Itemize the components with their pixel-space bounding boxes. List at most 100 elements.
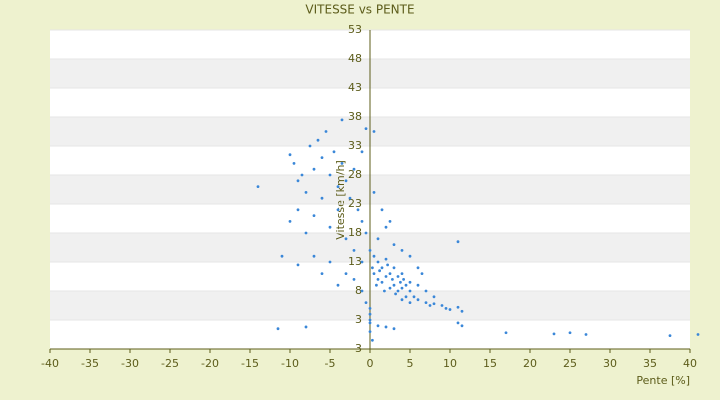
point <box>372 191 376 194</box>
point <box>304 231 308 235</box>
point <box>380 280 384 284</box>
point <box>456 240 460 244</box>
y-tick-label: 3 <box>355 313 362 326</box>
point <box>432 302 436 306</box>
point <box>336 185 340 189</box>
point <box>372 272 376 275</box>
point <box>404 295 408 299</box>
point <box>440 304 444 307</box>
point <box>368 321 372 325</box>
point <box>400 249 404 252</box>
point <box>399 280 402 284</box>
y-tick-label: 33 <box>348 139 362 152</box>
point <box>408 254 412 258</box>
point <box>296 263 300 267</box>
point <box>336 283 340 287</box>
y-axis-title: Vitesse [km/h] <box>334 160 347 240</box>
x-tick-label: -25 <box>161 357 179 370</box>
y-tick-label: 53 <box>348 23 362 36</box>
point <box>400 286 404 290</box>
point <box>416 298 420 302</box>
point <box>328 173 332 177</box>
chart-title: VITESSE vs PENTE <box>305 3 414 17</box>
x-tick-label: -20 <box>201 357 219 370</box>
point <box>504 331 508 335</box>
point <box>384 275 388 278</box>
point <box>448 308 452 311</box>
point <box>316 138 320 142</box>
point <box>402 278 405 281</box>
point <box>344 272 348 275</box>
x-tick-label: 35 <box>643 357 657 370</box>
y-tick-label: 48 <box>348 52 362 65</box>
x-tick-label: 15 <box>483 357 497 370</box>
x-tick-label: -5 <box>325 357 336 370</box>
x-tick-label: -10 <box>281 357 299 370</box>
point <box>344 237 348 241</box>
point <box>352 249 356 252</box>
point <box>396 275 400 278</box>
x-tick-label: -15 <box>241 357 259 370</box>
point <box>376 237 380 241</box>
point <box>456 321 460 325</box>
point <box>424 289 428 293</box>
point <box>392 283 396 287</box>
point <box>368 312 372 316</box>
point <box>384 257 388 261</box>
point <box>428 304 432 307</box>
point <box>364 301 368 304</box>
x-tick-label: 40 <box>683 357 697 370</box>
y-tick-label: 18 <box>348 226 362 239</box>
point <box>304 325 308 329</box>
point <box>344 179 348 183</box>
point <box>378 269 381 273</box>
point <box>412 295 416 299</box>
point <box>371 338 374 342</box>
point <box>376 260 380 264</box>
point <box>280 254 284 258</box>
point <box>408 289 412 293</box>
point <box>340 118 344 122</box>
point <box>408 280 412 284</box>
point <box>396 289 400 293</box>
point <box>296 208 300 212</box>
point <box>356 208 360 212</box>
point <box>404 283 408 287</box>
point <box>352 278 356 281</box>
point <box>300 173 304 177</box>
point <box>348 196 352 200</box>
point <box>312 214 316 218</box>
point <box>328 225 332 229</box>
point <box>384 225 388 229</box>
point <box>296 179 300 183</box>
point <box>388 286 392 290</box>
point <box>372 130 376 133</box>
point <box>391 278 394 281</box>
point <box>360 289 364 293</box>
point <box>696 333 700 336</box>
x-tick-label: 30 <box>603 357 617 370</box>
x-tick-label: -30 <box>121 357 139 370</box>
point <box>324 130 328 133</box>
x-tick-label: 5 <box>407 357 414 370</box>
point <box>416 283 420 287</box>
x-tick-label: 0 <box>367 357 374 370</box>
point <box>376 278 380 281</box>
point <box>424 301 428 304</box>
point <box>360 150 364 154</box>
y-tick-label: 13 <box>348 255 362 268</box>
point <box>368 318 372 322</box>
point <box>392 243 396 247</box>
point <box>368 307 372 310</box>
point <box>552 332 556 336</box>
point <box>400 272 404 275</box>
point <box>376 324 380 328</box>
point <box>320 156 324 160</box>
x-tick-label: -40 <box>41 357 59 370</box>
point <box>444 307 448 310</box>
point <box>360 260 364 264</box>
point <box>432 295 436 299</box>
point <box>584 333 588 336</box>
point <box>372 254 376 258</box>
point <box>380 208 384 212</box>
